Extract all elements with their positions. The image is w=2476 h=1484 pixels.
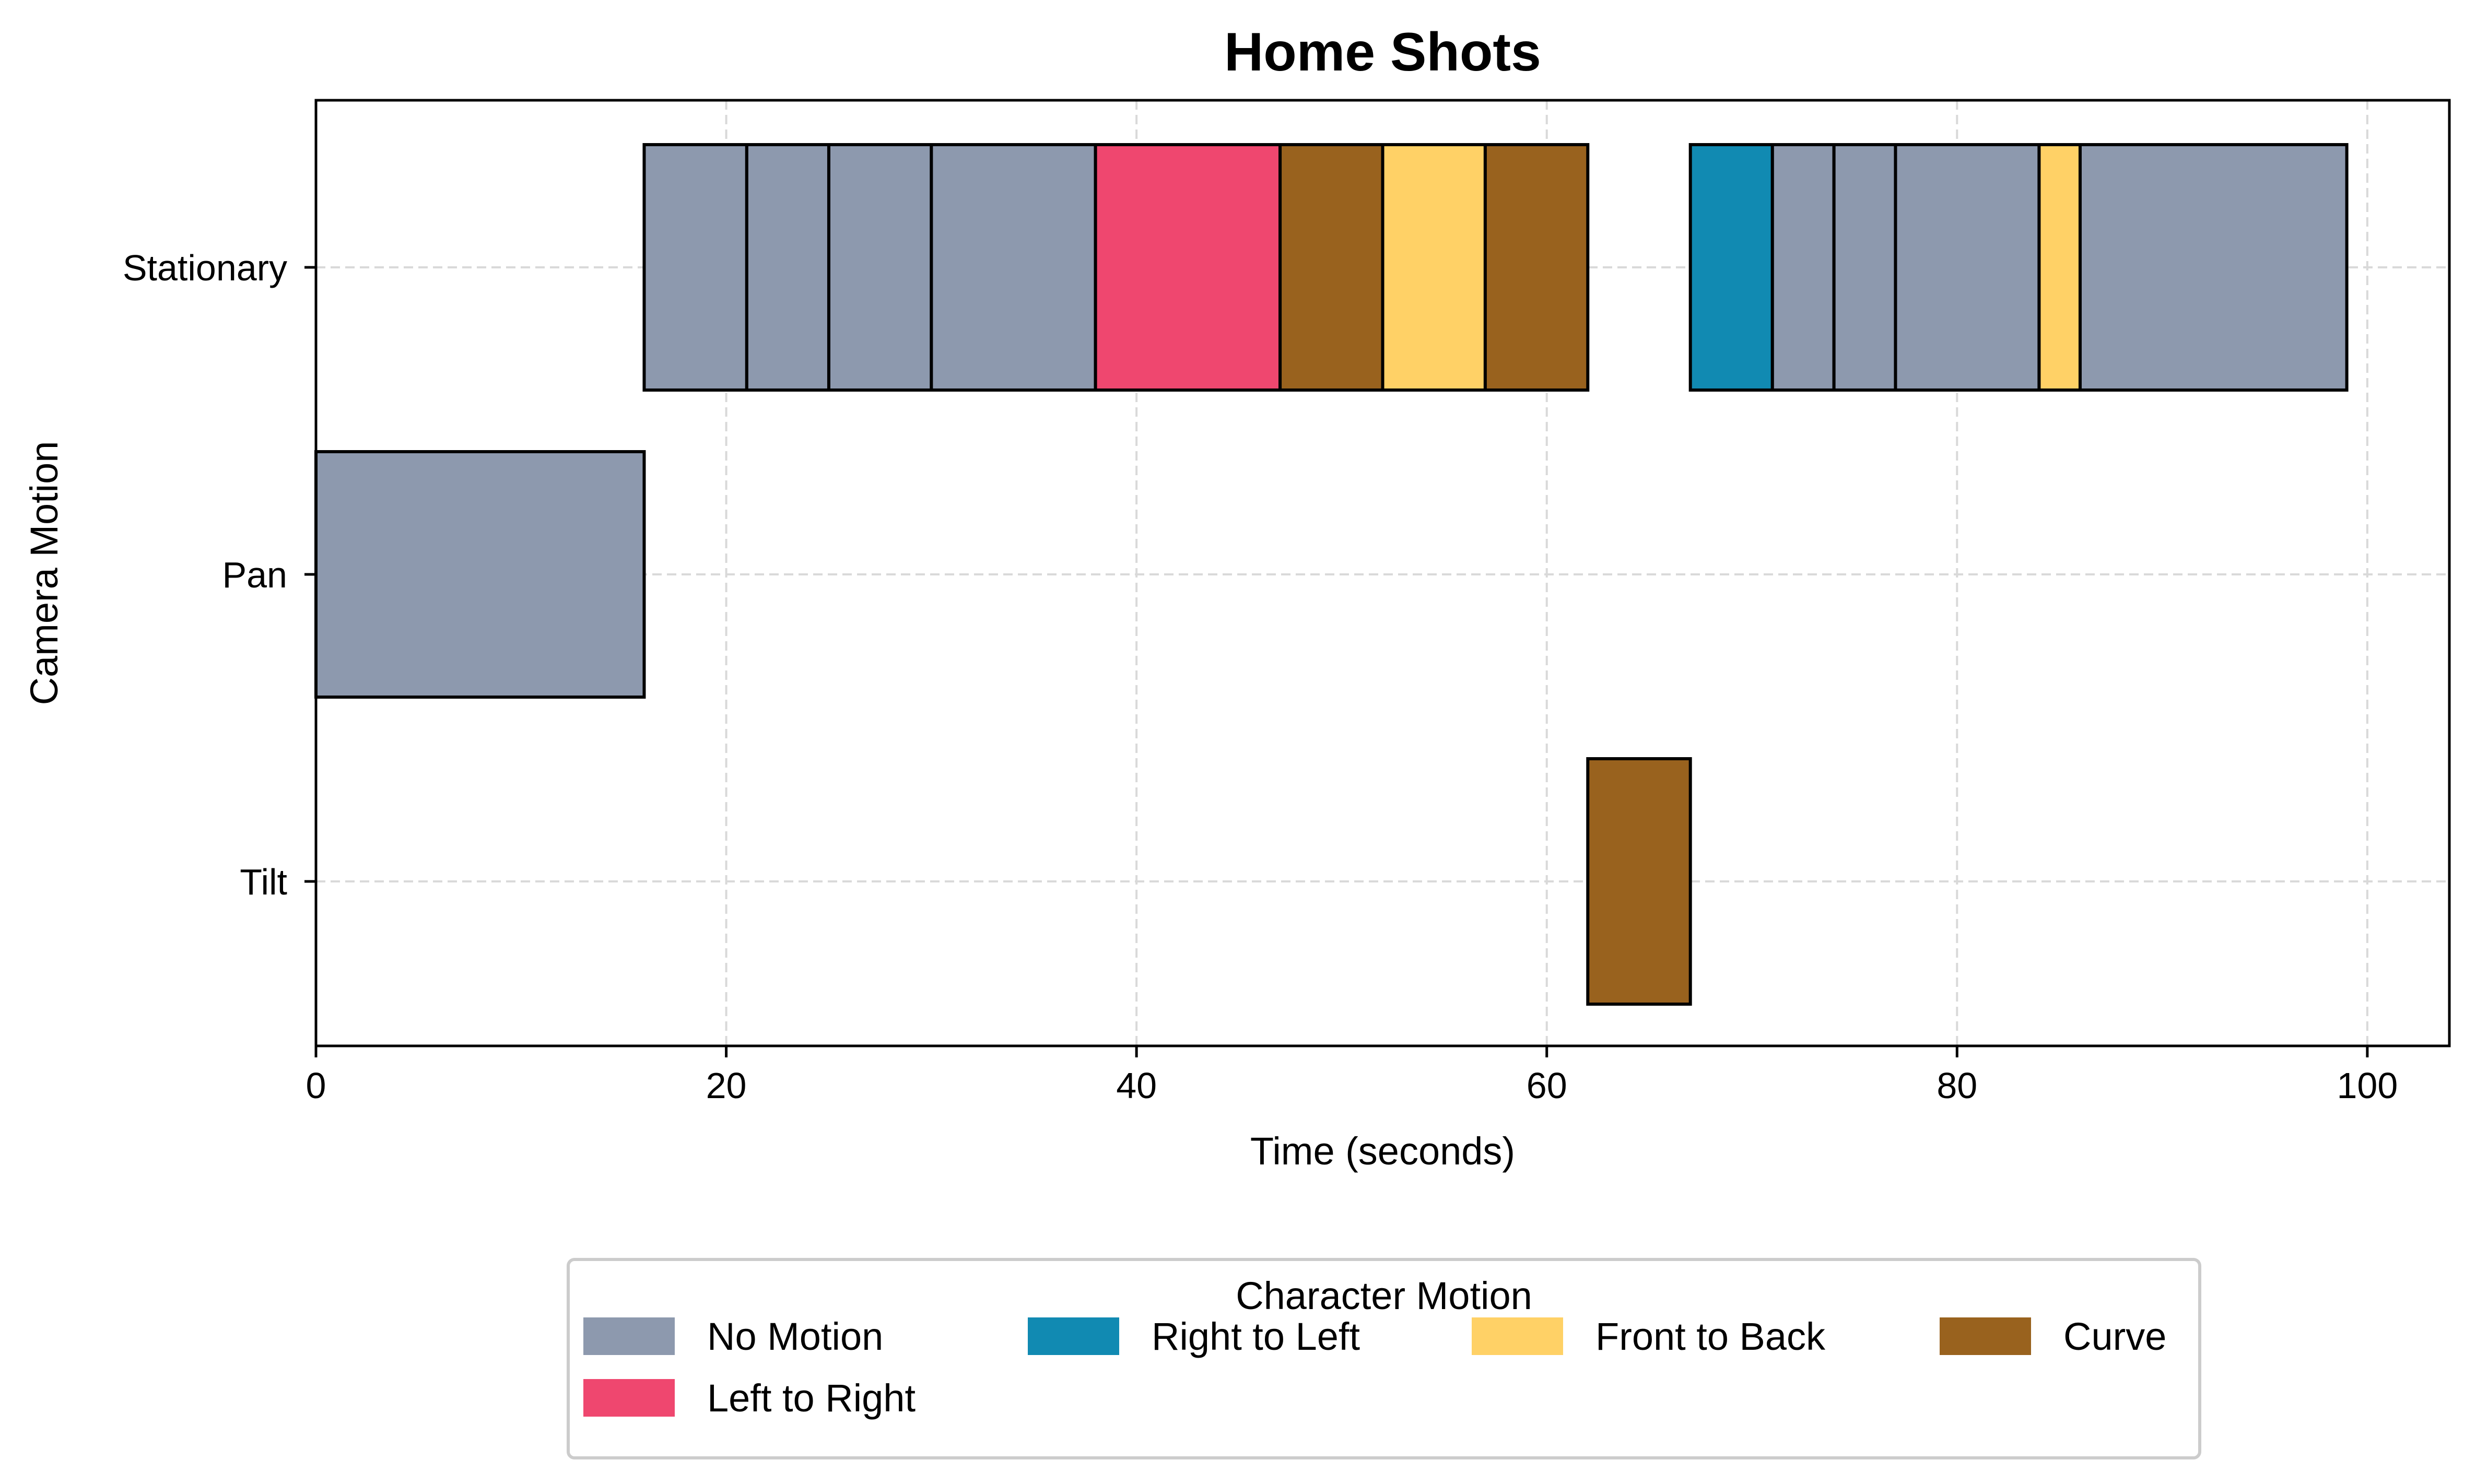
legend-frame <box>567 1258 2201 1459</box>
legend-item-front-to-back: Front to Back <box>1472 1315 1826 1358</box>
legend-label: Front to Back <box>1595 1315 1826 1358</box>
bar-stationary-no-motion <box>745 143 830 392</box>
legend: Character Motion No Motion Right to Left F… <box>567 1258 2201 1459</box>
legend-swatch <box>1472 1317 1563 1355</box>
legend-label: Right to Left <box>1152 1315 1360 1358</box>
legend-item-right-to-left: Right to Left <box>1028 1315 1360 1358</box>
legend-label: Left to Right <box>707 1376 916 1420</box>
y-tick-label-pan: Pan <box>222 555 287 595</box>
x-tick-label: 20 <box>706 1065 747 1106</box>
bar-stationary-curve <box>1483 143 1590 392</box>
bar-stationary-left-to-right <box>1094 143 1282 392</box>
legend-item-no-motion: No Motion <box>583 1315 883 1358</box>
legend-item-curve: Curve <box>1940 1315 2166 1358</box>
bar-stationary-no-motion <box>930 143 1097 392</box>
bar-pan-no-motion <box>314 450 646 699</box>
bar-stationary-no-motion <box>1894 143 2041 392</box>
y-tick-label-stationary: Stationary <box>123 248 287 288</box>
axis-ticks: 0 20 40 60 80 100 Stationary Pan Tilt <box>123 248 2398 1106</box>
bar-stationary-no-motion <box>827 143 933 392</box>
legend-swatch <box>583 1317 675 1355</box>
legend-swatch <box>583 1379 675 1417</box>
x-tick-label: 100 <box>2337 1065 2398 1106</box>
y-tick-label-tilt: Tilt <box>240 862 287 902</box>
legend-swatch <box>1028 1317 1119 1355</box>
bar-tilt-curve <box>1586 757 1692 1006</box>
bar-stationary-no-motion <box>642 143 748 392</box>
chart-title: Home Shots <box>1224 22 1541 83</box>
bar-stationary-front-to-back <box>1381 143 1487 392</box>
legend-swatch <box>1940 1317 2031 1355</box>
bar-stationary-no-motion <box>1770 143 1836 392</box>
bar-stationary-front-to-back <box>2037 143 2082 392</box>
x-tick-label: 40 <box>1116 1065 1157 1106</box>
legend-label: Curve <box>2063 1315 2166 1358</box>
x-tick-label: 80 <box>1937 1065 1977 1106</box>
bar-stationary-no-motion <box>2078 143 2349 392</box>
legend-item-left-to-right: Left to Right <box>583 1376 916 1420</box>
y-axis-label: Camera Motion <box>22 441 66 705</box>
x-axis-label: Time (seconds) <box>1250 1129 1515 1173</box>
bar-stationary-curve <box>1278 143 1384 392</box>
legend-title: Character Motion <box>1236 1274 1532 1317</box>
x-tick-label: 0 <box>306 1065 326 1106</box>
legend-items: No Motion Right to Left Front to Back Curve… <box>583 1315 2166 1420</box>
gantt-bars <box>314 143 2349 1006</box>
x-tick-label: 60 <box>1527 1065 1567 1106</box>
legend-label: No Motion <box>707 1315 883 1358</box>
bar-stationary-right-to-left <box>1688 143 1774 392</box>
bar-stationary-no-motion <box>1832 143 1897 392</box>
